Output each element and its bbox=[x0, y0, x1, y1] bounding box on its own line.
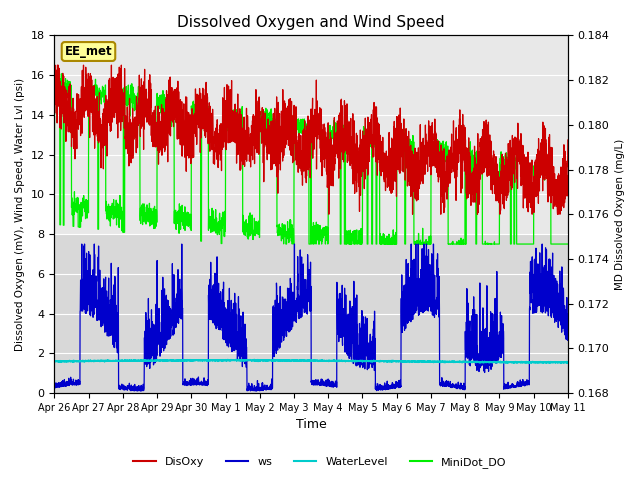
Title: Dissolved Oxygen and Wind Speed: Dissolved Oxygen and Wind Speed bbox=[177, 15, 445, 30]
Bar bbox=[54, 36, 568, 234]
Legend: DisOxy, ws, WaterLevel, MiniDot_DO: DisOxy, ws, WaterLevel, MiniDot_DO bbox=[129, 452, 511, 472]
Y-axis label: MD Dissolved Oxygen (mg/L): MD Dissolved Oxygen (mg/L) bbox=[615, 139, 625, 290]
Bar bbox=[54, 234, 568, 393]
Y-axis label: Dissolved Oxygen (mV), Wind Speed, Water Lvl (psi): Dissolved Oxygen (mV), Wind Speed, Water… bbox=[15, 78, 25, 351]
X-axis label: Time: Time bbox=[296, 419, 326, 432]
Text: EE_met: EE_met bbox=[65, 45, 112, 58]
